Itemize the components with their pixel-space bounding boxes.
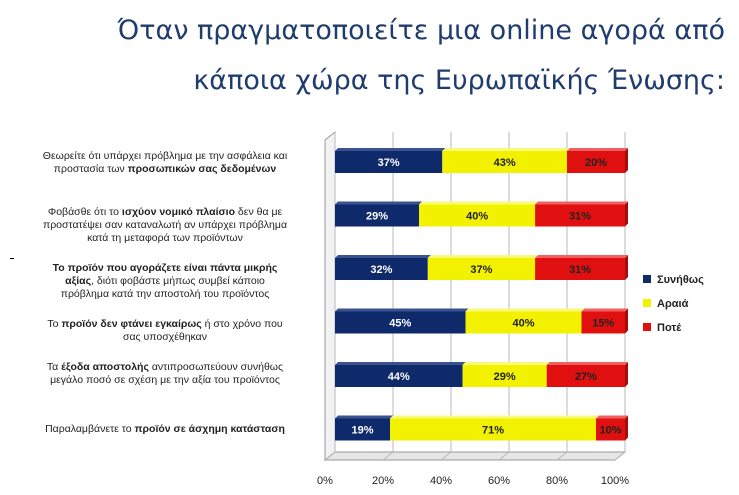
data-label-often: 29% [366, 211, 388, 223]
bar-top-often [335, 148, 446, 151]
bar-rarely [465, 311, 582, 334]
bar-end-cap [625, 362, 628, 387]
gridline-floor [382, 451, 394, 461]
data-label-never: 31% [569, 211, 591, 223]
data-label-rarely: 40% [512, 318, 534, 330]
x-tick-label: 40% [430, 475, 452, 487]
data-label-rarely: 37% [470, 264, 492, 276]
data-label-often: 37% [378, 157, 400, 169]
gridline-floor [614, 451, 626, 461]
legend-item-never: Ποτέ [643, 322, 704, 346]
legend-label-rarely: Αραιά [657, 298, 689, 310]
legend-swatch-rarely [643, 299, 651, 307]
category-label-5: Τα έξοδα αποστολής αντιπροσωπεύουν συνήθ… [46, 361, 284, 386]
floor [323, 451, 627, 461]
data-label-often: 19% [352, 425, 374, 437]
data-label-rarely: 40% [466, 211, 488, 223]
category-label-6: Παραλαμβάνετε το προϊόν σε άσχημη κατάστ… [45, 423, 285, 435]
bar-often [335, 311, 466, 334]
legend-label-often: Συνήθως [657, 274, 704, 286]
bar-never [535, 258, 625, 280]
bar-top-rarely [427, 255, 539, 258]
bar-top-never [567, 148, 628, 151]
bar-never [535, 204, 625, 227]
chart-title-line-1: Όταν πραγματοποιείτε μια online αγορά απ… [117, 15, 725, 46]
bar-end-cap [625, 308, 628, 334]
bar-rarely [390, 418, 596, 441]
bar-top-rarely [442, 148, 570, 151]
bar-often [335, 418, 391, 441]
data-label-never: 15% [592, 318, 614, 330]
bar-rarely [462, 365, 547, 387]
data-label-often: 32% [370, 264, 392, 276]
bar-end-cap [625, 415, 628, 441]
data-label-never: 31% [569, 264, 591, 276]
gridline-floor [324, 451, 336, 461]
data-label-rarely: 71% [482, 425, 504, 437]
legend-swatch-never [643, 323, 651, 331]
bar-end-cap [625, 201, 628, 227]
gridline-floor [556, 451, 568, 461]
chart-title-line-2: κάποια χώρα της Ευρωπαϊκής Ένωσης: [193, 65, 725, 96]
bar-often [335, 151, 443, 173]
data-label-often: 45% [389, 318, 411, 330]
bar-top-often [335, 308, 469, 312]
bar-rarely [419, 204, 536, 227]
bar-often [335, 365, 463, 387]
bar-top-rarely [390, 415, 599, 419]
legend-label-never: Ποτέ [657, 322, 682, 334]
bar-often [335, 204, 420, 227]
data-label-never: 27% [575, 371, 597, 383]
category-label-1: Θεωρείτε ότι υπάρχει πρόβλημα με την ασφ… [42, 150, 288, 175]
x-tick-label: 60% [488, 475, 510, 487]
bar-top-never [581, 308, 628, 312]
bar-top-rarely [462, 362, 550, 365]
x-tick-label: 100% [601, 475, 629, 487]
side-wall [324, 130, 336, 462]
data-label-never: 20% [585, 157, 607, 169]
bar-end-cap [625, 255, 628, 280]
data-label-often: 44% [388, 371, 410, 383]
x-tick-label: 80% [546, 475, 568, 487]
bar-top-rarely [419, 201, 539, 205]
category-label-2: Φοβάσθε ότι το ισχύον νομικό πλαίσιο δεν… [42, 206, 288, 244]
bar-top-often [335, 362, 466, 365]
bar-top-often [335, 201, 423, 205]
legend-item-rarely: Αραιά [643, 298, 704, 322]
category-label-4: Το προϊόν δεν φτάνει εγκαίρως ή στο χρόν… [47, 318, 283, 343]
data-label-rarely: 29% [494, 371, 516, 383]
category-label-3: Το προϊόν που αγοράζετε είναι πάντα μικρ… [52, 262, 278, 300]
legend: Συνήθως Αραιά Ποτέ [643, 274, 704, 346]
x-tick-label: 20% [372, 475, 394, 487]
bar-rarely [442, 151, 567, 173]
bar-never [546, 365, 625, 387]
bar-top-often [335, 255, 431, 258]
legend-item-often: Συνήθως [643, 274, 704, 298]
bar-never [581, 311, 625, 334]
legend-swatch-often [643, 275, 651, 283]
bar-top-rarely [465, 308, 585, 312]
bar-never [567, 151, 625, 173]
data-label-rarely: 43% [494, 157, 516, 169]
bar-never [596, 418, 625, 441]
data-label-never: 10% [599, 425, 621, 437]
bar-top-never [535, 255, 628, 258]
x-tick-label: 0% [317, 475, 333, 487]
gridline-floor [440, 451, 452, 461]
bar-top-never [546, 362, 628, 365]
bar-rarely [427, 258, 536, 280]
gridline-floor [498, 451, 510, 461]
bar-end-cap [625, 148, 628, 173]
dash-mark [10, 258, 14, 259]
bar-top-often [335, 415, 394, 419]
bar-often [335, 258, 428, 280]
bar-top-never [596, 415, 628, 419]
bar-top-never [535, 201, 628, 205]
